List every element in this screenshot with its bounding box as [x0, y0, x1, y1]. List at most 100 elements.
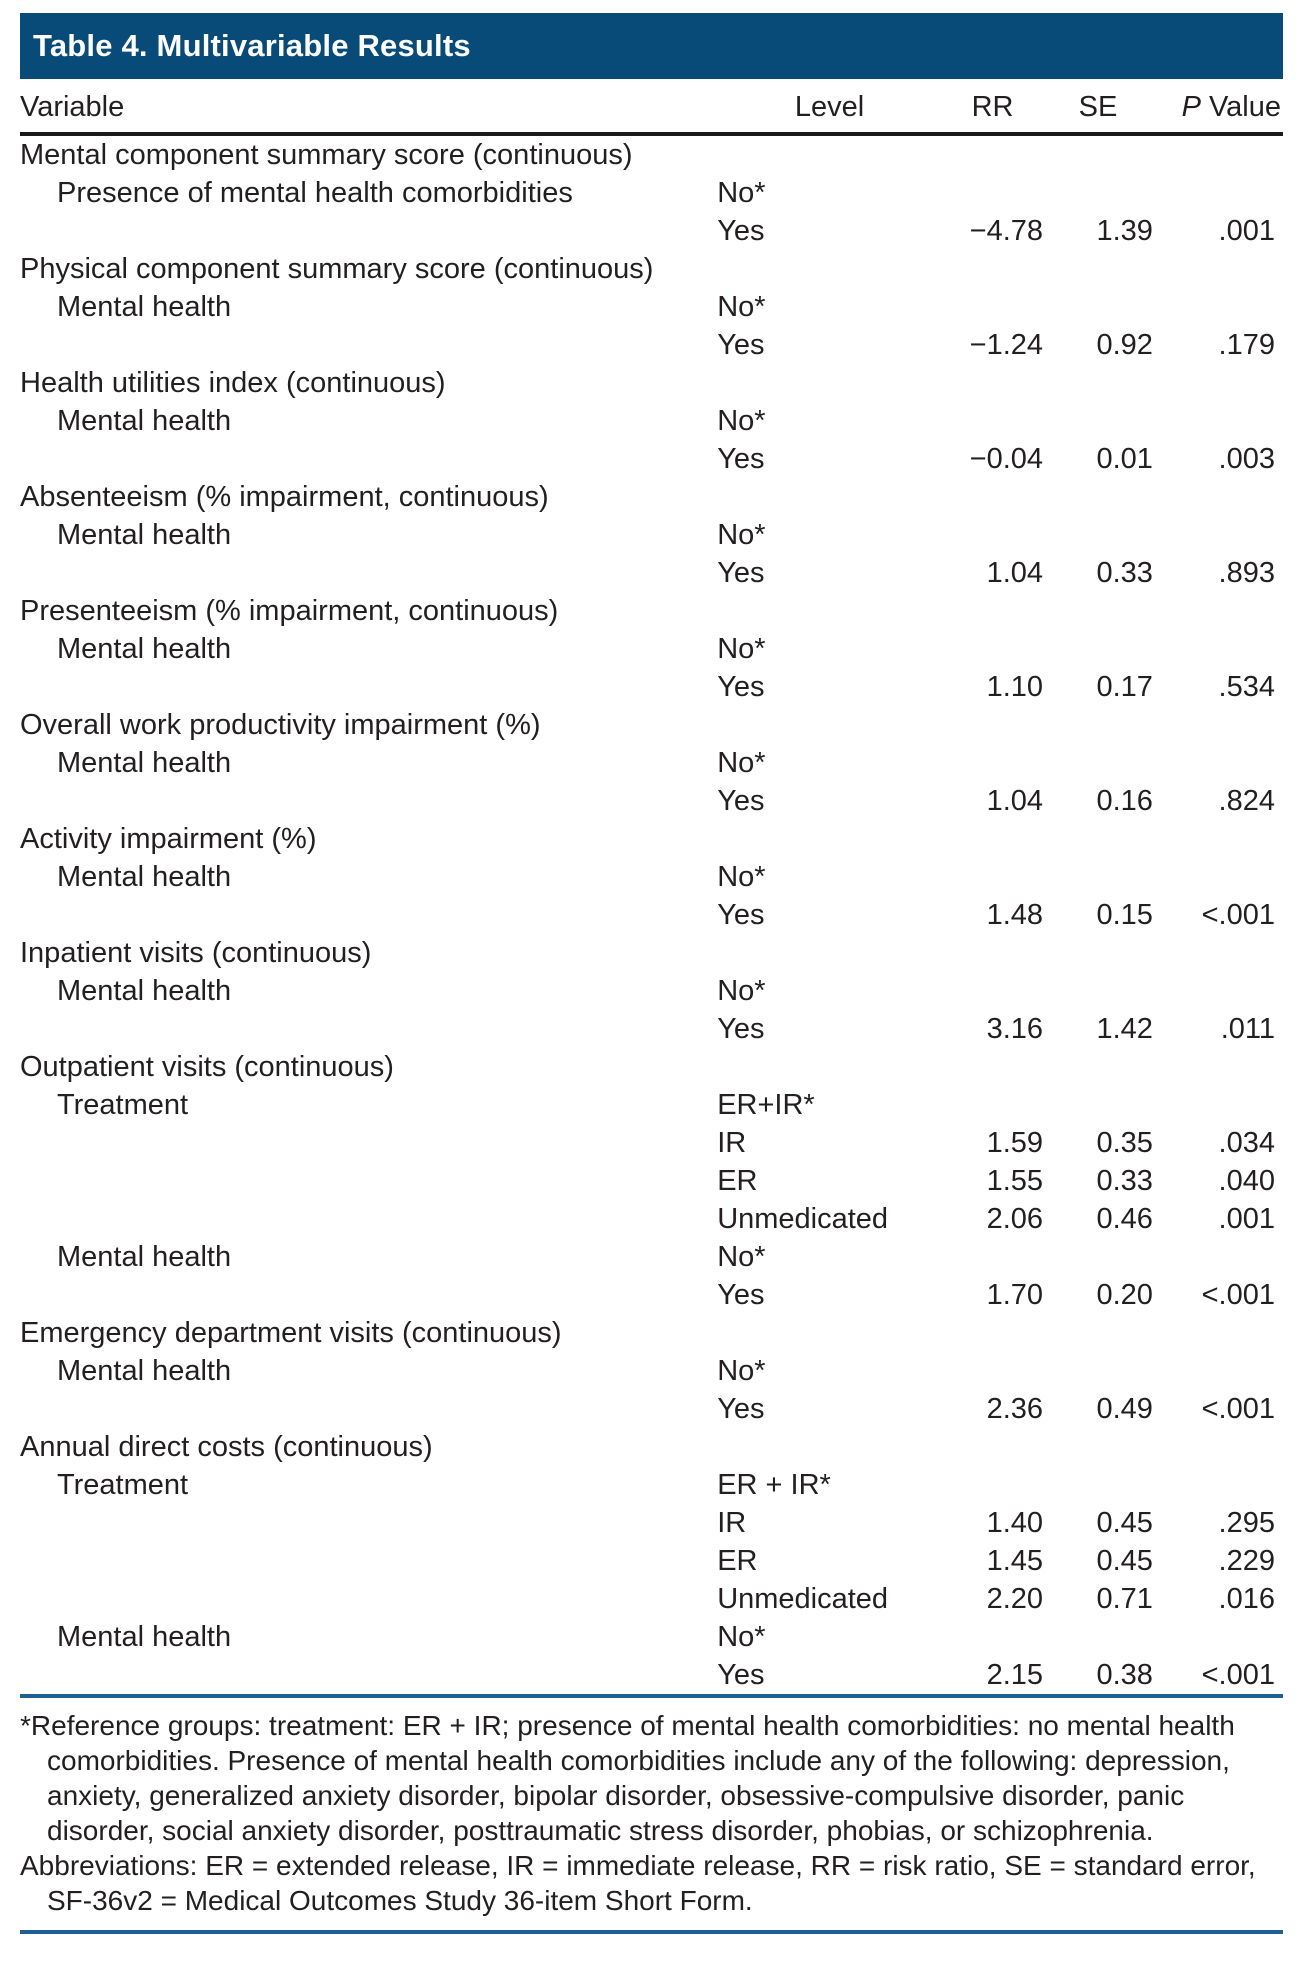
cell-se: [1043, 1466, 1153, 1504]
data-row: Mental health No*: [20, 630, 1283, 668]
data-row: Yes 1.04 0.16 .824: [20, 782, 1283, 820]
cell-level: [717, 820, 942, 858]
cell-variable: Mental health: [57, 518, 232, 551]
cell-level: Yes: [717, 1392, 765, 1425]
pvalue-rest: Value: [1200, 91, 1281, 123]
cell-variable: [20, 896, 717, 934]
cell-pvalue: <.001: [1201, 1278, 1275, 1311]
cell-se: 0.20: [1096, 1278, 1153, 1311]
cell-se: 1.42: [1096, 1012, 1153, 1045]
cell-se: 0.16: [1096, 784, 1153, 817]
cell-variable: Health utilities index (continuous): [20, 366, 446, 399]
cell-level: [717, 1048, 942, 1086]
cell-level: [717, 934, 942, 972]
cell-variable: Presence of mental health comorbidities: [57, 176, 573, 209]
cell-variable: Outpatient visits (continuous): [20, 1050, 394, 1083]
section-row: Activity impairment (%): [20, 820, 1283, 858]
cell-rr: 1.04: [986, 784, 1044, 817]
cell-variable: [20, 212, 717, 250]
data-row: Treatment ER+IR*: [20, 1086, 1283, 1124]
cell-level: No*: [717, 1354, 766, 1387]
cell-se: [1043, 478, 1153, 516]
cell-level: ER: [717, 1544, 758, 1577]
cell-pvalue: [1153, 1618, 1283, 1656]
data-row: Yes 1.10 0.17 .534: [20, 668, 1283, 706]
cell-level: Unmedicated: [717, 1582, 889, 1615]
cell-variable: [20, 668, 717, 706]
column-header-level: Level: [717, 79, 942, 136]
cell-se: [1043, 516, 1153, 554]
data-row: IR 1.59 0.35 .034: [20, 1124, 1283, 1162]
cell-variable: [20, 1200, 717, 1238]
section-row: Overall work productivity impairment (%): [20, 706, 1283, 744]
data-row: Yes −1.24 0.92 .179: [20, 326, 1283, 364]
data-row: Yes −0.04 0.01 .003: [20, 440, 1283, 478]
cell-level: ER + IR*: [717, 1468, 831, 1501]
cell-level: Yes: [717, 328, 765, 361]
cell-rr: [942, 288, 1043, 326]
cell-level: Yes: [717, 442, 765, 475]
cell-se: [1043, 288, 1153, 326]
cell-rr: [942, 1618, 1043, 1656]
cell-rr: [942, 858, 1043, 896]
cell-variable: Mental component summary score (continuo…: [20, 138, 633, 171]
footnotes: *Reference groups: treatment: ER + IR; p…: [20, 1698, 1283, 1930]
cell-level: No*: [717, 974, 766, 1007]
cell-rr: 1.70: [986, 1278, 1044, 1311]
cell-level: [717, 364, 942, 402]
cell-level: IR: [717, 1126, 747, 1159]
data-row: Mental health No*: [20, 972, 1283, 1010]
cell-se: 0.45: [1096, 1544, 1153, 1577]
cell-rr: [942, 744, 1043, 782]
cell-level: [717, 134, 942, 174]
cell-level: Yes: [717, 1658, 765, 1691]
results-table-body: Mental component summary score (continuo…: [20, 134, 1283, 1694]
cell-pvalue: .001: [1218, 214, 1275, 247]
data-row: Mental health No*: [20, 288, 1283, 326]
cell-se: 0.71: [1096, 1582, 1153, 1615]
data-row: Mental health No*: [20, 516, 1283, 554]
cell-pvalue: [1153, 1466, 1283, 1504]
cell-rr: 1.55: [986, 1164, 1044, 1197]
cell-variable: Mental health: [57, 746, 232, 779]
cell-level: IR: [717, 1506, 747, 1539]
cell-rr: [942, 972, 1043, 1010]
cell-pvalue: .179: [1218, 328, 1275, 361]
cell-rr: 1.04: [986, 556, 1044, 589]
cell-se: 1.39: [1096, 214, 1153, 247]
section-row: Inpatient visits (continuous): [20, 934, 1283, 972]
cell-level: No*: [717, 746, 766, 779]
cell-pvalue: [1153, 288, 1283, 326]
column-header-se: SE: [1043, 79, 1153, 136]
cell-level: No*: [717, 1620, 766, 1653]
cell-se: [1043, 174, 1153, 212]
cell-rr: [942, 174, 1043, 212]
data-row: ER 1.45 0.45 .229: [20, 1542, 1283, 1580]
cell-se: [1043, 1428, 1153, 1466]
cell-se: 0.46: [1096, 1202, 1153, 1235]
cell-pvalue: .040: [1218, 1164, 1275, 1197]
column-header-rr: RR: [942, 79, 1044, 136]
cell-pvalue: .001: [1218, 1202, 1275, 1235]
footnote-abbreviations: Abbreviations: ER = extended release, IR…: [20, 1850, 1256, 1916]
cell-variable: [20, 1390, 717, 1428]
data-row: Yes 2.15 0.38 <.001: [20, 1656, 1283, 1694]
cell-rr: 3.16: [986, 1012, 1044, 1045]
cell-pvalue: [1153, 934, 1283, 972]
cell-pvalue: [1153, 706, 1283, 744]
cell-variable: Presenteeism (% impairment, continuous): [20, 594, 559, 627]
data-row: Treatment ER + IR*: [20, 1466, 1283, 1504]
cell-rr: [942, 1314, 1043, 1352]
footnote-top-rule: [20, 1694, 1283, 1698]
cell-level: Yes: [717, 898, 765, 931]
cell-se: [1043, 1352, 1153, 1390]
data-row: Yes 2.36 0.49 <.001: [20, 1390, 1283, 1428]
results-table: Variable Level RR SE P Value Mental comp…: [20, 79, 1283, 1694]
cell-variable: Mental health: [57, 860, 232, 893]
cell-variable: [20, 554, 717, 592]
cell-se: [1043, 744, 1153, 782]
cell-rr: 2.20: [986, 1582, 1044, 1615]
cell-pvalue: [1153, 630, 1283, 668]
cell-variable: [20, 1542, 717, 1580]
cell-level: No*: [717, 860, 766, 893]
